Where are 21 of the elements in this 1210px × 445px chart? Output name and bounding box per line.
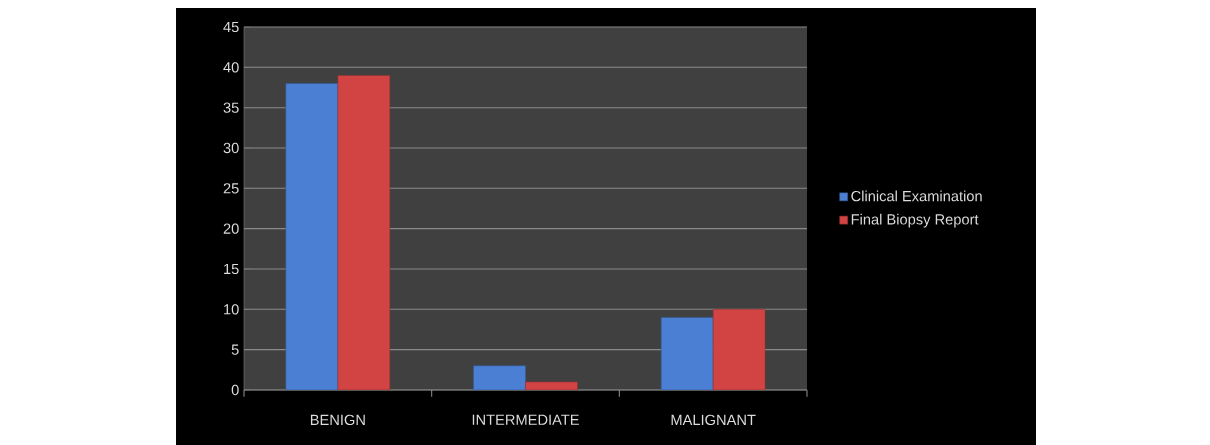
bar bbox=[712, 309, 766, 390]
x-tick-label: MALIGNANT bbox=[671, 414, 756, 426]
x-tick-label: INTERMEDIATE bbox=[472, 414, 579, 425]
y-tick-label: 10 bbox=[224, 304, 239, 315]
legend-label: Clinical Examination bbox=[851, 190, 982, 202]
y-tick-label: 45 bbox=[223, 21, 239, 33]
bar bbox=[525, 381, 578, 390]
y-tick-label: 25 bbox=[223, 183, 239, 194]
y-tick-label: 40 bbox=[223, 62, 239, 73]
bar bbox=[337, 75, 391, 390]
y-tick-label: 30 bbox=[223, 142, 239, 154]
y-tick-label: 20 bbox=[223, 223, 239, 234]
y-tick-label: 5 bbox=[231, 344, 239, 355]
legend-label: Final Biopsy Report bbox=[851, 213, 979, 228]
bar bbox=[660, 317, 714, 390]
bar bbox=[473, 365, 526, 390]
y-tick-label: 0 bbox=[231, 384, 239, 396]
y-tick-label: 35 bbox=[223, 102, 239, 113]
bar bbox=[285, 83, 339, 390]
x-tick-label: BENIGN bbox=[310, 414, 365, 426]
y-tick-label: 15 bbox=[224, 263, 239, 275]
